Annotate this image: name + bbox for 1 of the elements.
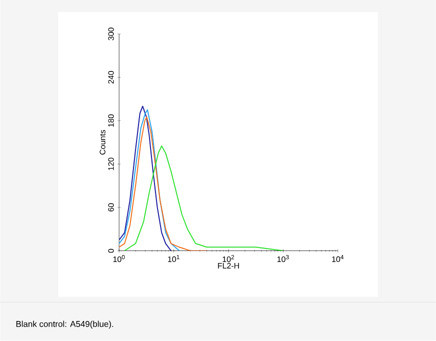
- text: Blank control: A549(blue).: [16, 320, 114, 329]
